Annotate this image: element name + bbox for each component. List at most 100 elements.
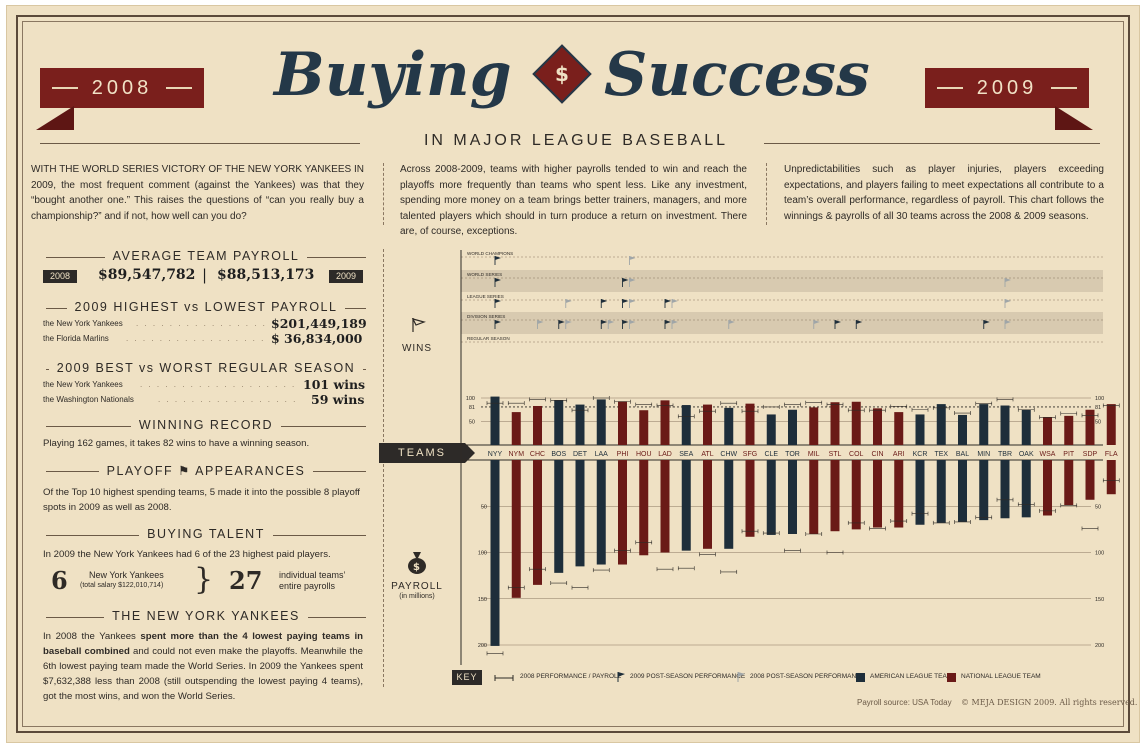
payroll-tick-label-left: 200 <box>478 643 487 649</box>
team-label-atl: ATL <box>701 451 713 458</box>
flag-2008-bos <box>565 320 572 329</box>
wins-tick-label-left: 100 <box>466 396 475 402</box>
wins-2008-marker-tex <box>932 405 950 410</box>
team-label-sfg: SFG <box>743 451 757 458</box>
sidebar-divider <box>383 249 384 687</box>
payroll-tick-label-right: 50 <box>1095 504 1101 510</box>
column-divider <box>766 163 767 225</box>
talent-heading: BUYING TALENT <box>46 527 366 541</box>
payroll-2008-marker-bal <box>954 519 971 524</box>
flag-2008-phi-pennant <box>629 320 636 324</box>
ribbon-tail-right <box>1055 106 1093 130</box>
team-label-bal: BAL <box>956 451 969 458</box>
payroll-bar-fla <box>1106 460 1116 495</box>
wins-2008-marker-min <box>975 401 993 406</box>
wins-bar-nyy <box>490 396 500 445</box>
flag-2009-nyy-pennant <box>495 320 501 324</box>
year-right: 2009 <box>976 77 1038 99</box>
flag-2009-lad <box>664 320 671 329</box>
flag-2008-lad <box>671 299 678 308</box>
payroll-bar-sfg <box>745 460 755 537</box>
flag-2009-lad-pennant <box>665 320 671 324</box>
wins-bar-sea <box>681 405 691 445</box>
page-title: Buying $ Success <box>268 38 880 118</box>
payroll-2008-marker-kcr <box>911 511 929 516</box>
wins-2008-marker-chc <box>529 397 546 402</box>
wins-2008-marker-phi <box>614 399 631 404</box>
team-label-fla: FLA <box>1105 451 1118 458</box>
payroll-2008-marker-ari <box>890 519 908 524</box>
payroll-2008-marker-cin <box>869 526 886 531</box>
payroll-2008-marker-bos <box>550 581 568 586</box>
flag-2008-chc-pennant <box>537 320 544 324</box>
flag-2008-icon <box>737 672 745 682</box>
key-2008-performance: 2008 PERFORMANCE / PAYROLL <box>520 673 622 680</box>
payroll-bar-chc <box>533 460 542 585</box>
flag-2009-lad <box>664 299 671 308</box>
payroll-bar-bos <box>554 460 564 573</box>
year-chip-2009: 2009 <box>329 270 364 283</box>
outer-frame <box>16 15 1130 733</box>
payroll-bar-kcr <box>915 460 925 525</box>
team-label-nyy: NYY <box>488 451 503 458</box>
flag-2008-tbr <box>1004 320 1011 329</box>
team-label-nym: NYM <box>508 451 524 458</box>
flag-2009-bos-pennant <box>558 320 565 324</box>
wins-2008-marker-fla <box>1102 403 1120 408</box>
flag-2009-nyy <box>494 278 501 287</box>
flag-2008-tbr-pennant <box>1005 320 1011 324</box>
payroll-2008-marker-sea <box>677 566 695 571</box>
flag-2008-tbr-pennant <box>1005 278 1011 282</box>
ribbon-rule <box>1051 87 1077 89</box>
payroll-2008-marker-col <box>847 520 865 525</box>
flag-2008-bos-pennant <box>565 320 572 324</box>
flag-2008-phi-pennant <box>629 299 636 303</box>
year-chip-2008: 2008 <box>43 270 78 283</box>
ribbon-rule <box>166 87 192 89</box>
playoff-heading: PLAYOFF ⚑ APPEARANCES <box>46 463 366 478</box>
wins-bar-tbr <box>1000 405 1010 445</box>
payroll-bar-col <box>851 460 861 530</box>
wins-bar-mil <box>809 407 819 445</box>
payroll-bar-sea <box>681 460 691 551</box>
best-season-wins: 101 wins <box>303 377 366 392</box>
wins-bar-col <box>851 401 861 445</box>
wins-bar-tor <box>788 409 797 445</box>
flag-2009-stl-pennant <box>835 320 841 324</box>
payroll-bar-stl <box>830 460 840 532</box>
wins-flag-icon <box>390 317 444 336</box>
payroll-bar-min <box>979 460 989 521</box>
wins-2008-marker-lad <box>656 403 674 408</box>
wins-bar-wsa <box>1043 417 1052 445</box>
payroll-2008-marker-hou <box>635 540 653 545</box>
wins-tick-label-right: 81 <box>1095 405 1101 411</box>
payroll-2008-marker-chc <box>529 567 546 572</box>
wins-2008-marker-ari <box>890 404 908 409</box>
wins-2008-marker-cle <box>762 404 780 409</box>
flag-2008-chw <box>728 320 735 329</box>
payroll-bar-cle <box>766 460 776 535</box>
wins-2008-marker-wsa <box>1039 415 1056 420</box>
flag-2008-phi <box>629 256 636 265</box>
payroll-bar-det <box>575 460 585 567</box>
team-label-col: COL <box>849 451 864 458</box>
payroll-2008-marker-tex <box>932 520 950 525</box>
band-label: LEAGUE SERIES <box>467 294 504 299</box>
team-label-cin: CIN <box>871 451 883 458</box>
wins-bar-cle <box>766 414 776 445</box>
wins-2008-marker-tbr <box>996 397 1014 402</box>
payroll-2008-marker-lad <box>656 567 674 572</box>
wins-bar-bos <box>554 400 564 445</box>
yankees-text: In 2008 the Yankees spent more than the … <box>43 631 363 702</box>
flag-2009-col-pennant <box>856 320 863 324</box>
payroll-axis-sublabel: (in millions) <box>399 593 435 600</box>
al-swatch <box>856 673 865 682</box>
divider-glyph: | <box>202 266 208 284</box>
wins-2008-marker-mil <box>805 400 823 405</box>
flag-2008-chc <box>537 320 544 329</box>
wins-bar-hou <box>639 410 649 445</box>
flag-2009-bos <box>558 320 565 329</box>
team-label-phi: PHI <box>617 451 629 458</box>
wins-bar-ari <box>894 412 904 445</box>
payroll-bar-chw <box>724 460 734 549</box>
